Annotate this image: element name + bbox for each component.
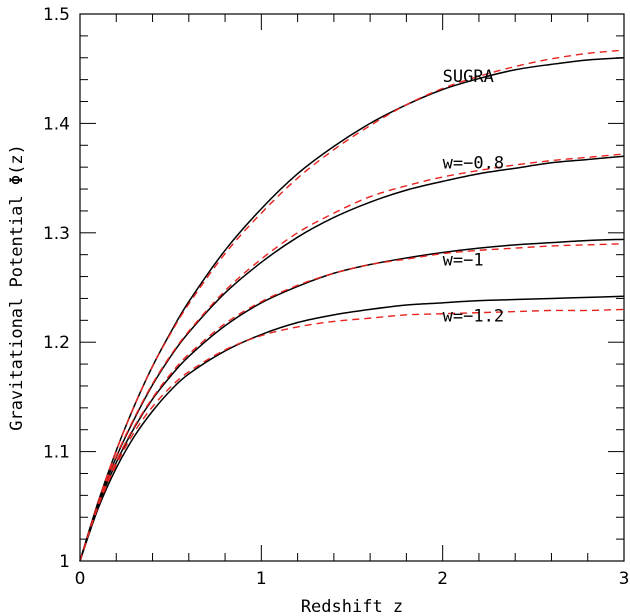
annotations: SUGRA w=−0.8 w=−1 w=−1.2	[443, 67, 504, 327]
x-tick-label: 2	[437, 569, 448, 589]
y-tick-label: 1.5	[43, 5, 70, 25]
axis-ticks	[79, 13, 625, 562]
y-tick-label: 1	[59, 552, 70, 572]
plot-frame	[79, 13, 625, 562]
x-tick-label: 3	[619, 569, 630, 589]
series-line-w-0-8-solid	[79, 155, 625, 562]
series-line-w-1-2-solid	[79, 295, 625, 562]
series-line-w-0-8-dashed	[79, 153, 625, 562]
y-tick-label: 1.3	[43, 224, 70, 244]
curve-annotation: w=−1	[443, 251, 484, 271]
x-tick-label: 0	[75, 569, 86, 589]
x-axis-label: Redshift z	[301, 597, 403, 616]
tick-labels: 0 1 2 311.11.21.31.41.5	[43, 5, 629, 589]
curve-annotation: w=−0.8	[443, 153, 504, 173]
y-tick-label: 1.1	[43, 443, 70, 463]
series-lines	[79, 49, 625, 562]
series-line-w-1-2-dashed	[79, 308, 625, 562]
y-tick-label: 1.2	[43, 333, 70, 353]
y-axis-label: Gravitational Potential Φ(z)	[7, 144, 27, 431]
curve-annotation: w=−1.2	[443, 306, 504, 326]
curve-annotation: SUGRA	[443, 67, 494, 87]
series-line-sugra-dashed	[79, 49, 625, 562]
series-line-w-1-dashed	[79, 243, 625, 562]
series-line-sugra-solid	[79, 57, 625, 562]
y-tick-label: 1.4	[43, 114, 70, 134]
x-tick-label: 1	[256, 569, 267, 589]
